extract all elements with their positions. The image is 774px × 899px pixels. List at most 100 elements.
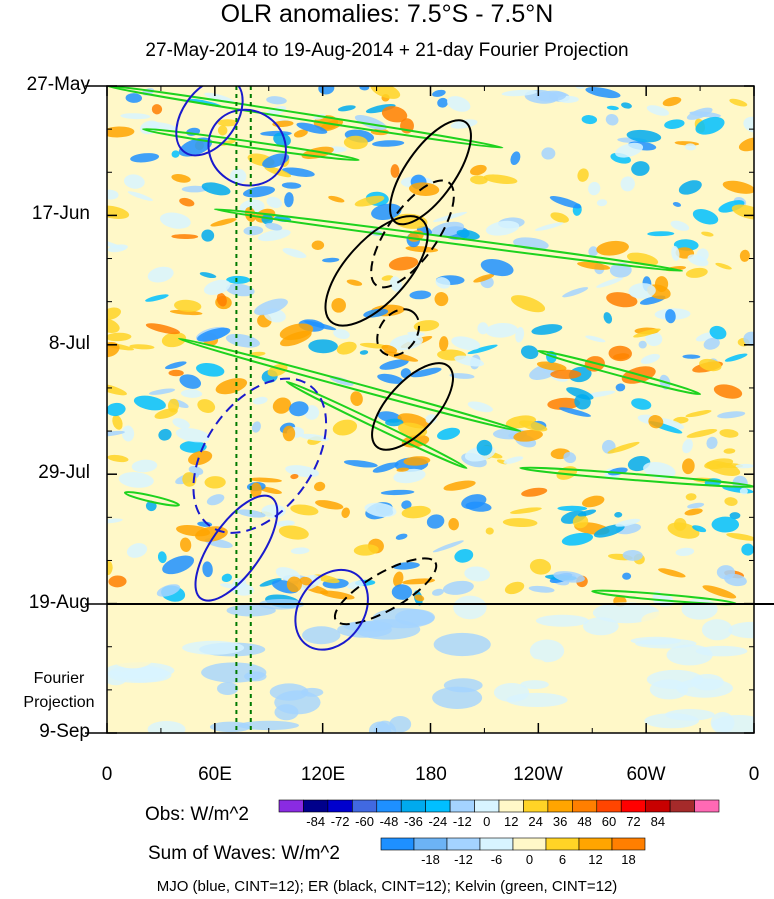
kelvin-contour — [213, 208, 684, 273]
olr-anomaly-patch — [120, 113, 151, 120]
olr-anomaly-patch — [243, 225, 264, 236]
olr-anomaly-patch — [536, 361, 567, 371]
olr-anomaly-patch — [448, 518, 459, 531]
olr-anomaly-patch — [179, 440, 207, 453]
obs-colorbar-swatch — [278, 799, 304, 813]
olr-anomaly-patch — [563, 451, 577, 464]
olr-anomaly-patch — [131, 459, 158, 473]
olr-anomaly-patch — [443, 480, 476, 491]
olr-anomaly-patch — [675, 547, 695, 557]
er-contour — [333, 557, 438, 626]
olr-anomaly-patch — [188, 465, 204, 476]
olr-anomaly-patch — [322, 257, 340, 263]
obs-colorbar-swatch — [449, 799, 475, 813]
olr-anomaly-patch — [446, 96, 471, 112]
projection-anomaly-patch — [209, 721, 252, 733]
olr-anomaly-patch — [332, 419, 358, 436]
olr-anomaly-patch — [414, 594, 425, 602]
olr-anomaly-patch — [118, 472, 154, 488]
olr-anomaly-patch — [215, 378, 248, 395]
xtick-label: 0 — [101, 764, 113, 785]
olr-anomaly-patch — [171, 150, 180, 158]
olr-anomaly-patch — [729, 98, 748, 107]
olr-anomaly-patch — [519, 420, 548, 432]
olr-anomaly-patch — [706, 436, 718, 449]
projection-anomaly-patch — [216, 682, 239, 696]
olr-anomaly-patch — [738, 137, 754, 152]
olr-anomaly-patch — [647, 231, 675, 237]
obs-colorbar-tick: 84 — [650, 814, 666, 829]
olr-anomaly-patch — [557, 505, 588, 512]
olr-anomaly-patch — [308, 339, 338, 354]
olr-anomaly-patch — [550, 212, 569, 223]
olr-anomaly-patch — [684, 508, 703, 516]
waves-colorbar-swatch — [545, 837, 580, 851]
olr-anomaly-patch — [383, 351, 419, 362]
obs-colorbar-swatch — [547, 799, 573, 813]
olr-anomaly-patch — [290, 474, 299, 480]
olr-anomaly-patch — [328, 195, 345, 203]
olr-anomaly-patch — [286, 576, 303, 593]
olr-anomaly-patch — [456, 229, 480, 240]
mjo-contour — [192, 377, 328, 534]
obs-colorbar-tick: -84 — [306, 814, 326, 829]
olr-anomaly-patch — [127, 191, 153, 201]
olr-anomaly-patch — [640, 353, 660, 364]
olr-anomaly-patch — [272, 397, 292, 414]
mjo-contour — [294, 568, 369, 651]
waves-colorbar-tick: 0 — [525, 852, 534, 867]
olr-anomaly-patch — [673, 517, 687, 531]
olr-anomaly-patch — [513, 429, 543, 442]
olr-anomaly-patch — [257, 229, 291, 242]
waves-colorbar-swatch — [479, 837, 514, 851]
projection-anomaly-patch — [520, 680, 549, 690]
kelvin-contour — [285, 380, 468, 470]
mjo-contour — [175, 86, 244, 157]
olr-anomaly-patch — [221, 573, 232, 583]
olr-anomaly-patch — [425, 414, 437, 424]
xtick-label: 120E — [300, 764, 346, 785]
obs-colorbar-tick: 48 — [577, 814, 592, 829]
olr-anomaly-patch — [172, 418, 190, 429]
waves-colorbar-tick: 6 — [558, 852, 567, 867]
olr-anomaly-patch — [685, 493, 697, 501]
olr-anomaly-patch — [451, 336, 481, 351]
olr-anomaly-patch — [510, 295, 546, 313]
olr-anomaly-patch — [261, 504, 286, 518]
obs-colorbar-tick: 0 — [483, 814, 491, 829]
olr-anomaly-patch — [364, 502, 397, 518]
olr-anomaly-patch — [577, 261, 611, 270]
olr-anomaly-patch — [107, 430, 125, 437]
olr-anomaly-patch — [454, 355, 485, 367]
olr-anomaly-patch — [485, 322, 518, 338]
projection-anomaly-patch — [529, 639, 565, 663]
projection-anomaly-patch — [676, 678, 733, 698]
er-contour — [389, 119, 472, 226]
olr-anomaly-patch — [350, 391, 363, 406]
obs-colorbar-tick: 72 — [626, 814, 641, 829]
olr-anomaly-patch — [717, 411, 746, 419]
obs-colorbar-tick: 12 — [503, 814, 519, 829]
olr-anomaly-patch — [197, 399, 216, 413]
projection-anomaly-patch — [111, 647, 154, 669]
olr-anomaly-patch — [108, 575, 127, 588]
olr-anomaly-patch — [145, 323, 180, 335]
obs-colorbar-swatch — [498, 799, 524, 813]
olr-anomaly-patch — [206, 494, 225, 506]
waves-colorbar-swatch — [611, 837, 646, 851]
olr-anomaly-patch — [633, 328, 661, 338]
olr-anomaly-patch — [175, 427, 211, 443]
olr-anomaly-patch — [465, 501, 492, 512]
xtick-label: 120W — [513, 764, 563, 785]
ylabel-date: 8-Jul — [48, 333, 90, 354]
olr-anomaly-patch — [107, 238, 125, 250]
olr-anomaly-patch — [254, 298, 288, 316]
olr-anomaly-patch — [477, 322, 489, 335]
olr-anomaly-patch — [467, 344, 498, 355]
olr-anomaly-patch — [130, 153, 160, 163]
olr-anomaly-patch — [718, 200, 745, 213]
olr-anomaly-patch — [531, 324, 563, 335]
waves-colorbar-tick: -6 — [490, 852, 503, 867]
olr-anomaly-patch — [678, 180, 702, 195]
olr-anomaly-patch — [304, 320, 337, 331]
